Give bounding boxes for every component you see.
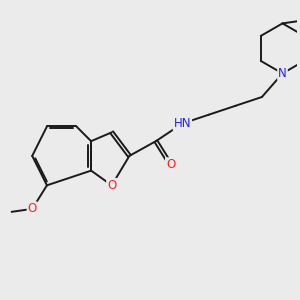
Text: O: O (28, 202, 37, 215)
Text: N: N (278, 67, 287, 80)
Text: HN: HN (174, 117, 191, 130)
Text: O: O (166, 158, 175, 171)
Text: O: O (107, 179, 116, 192)
